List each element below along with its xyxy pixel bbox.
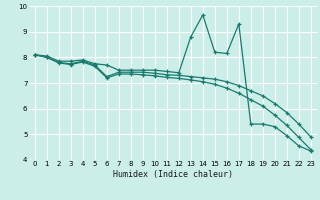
X-axis label: Humidex (Indice chaleur): Humidex (Indice chaleur) (113, 170, 233, 179)
